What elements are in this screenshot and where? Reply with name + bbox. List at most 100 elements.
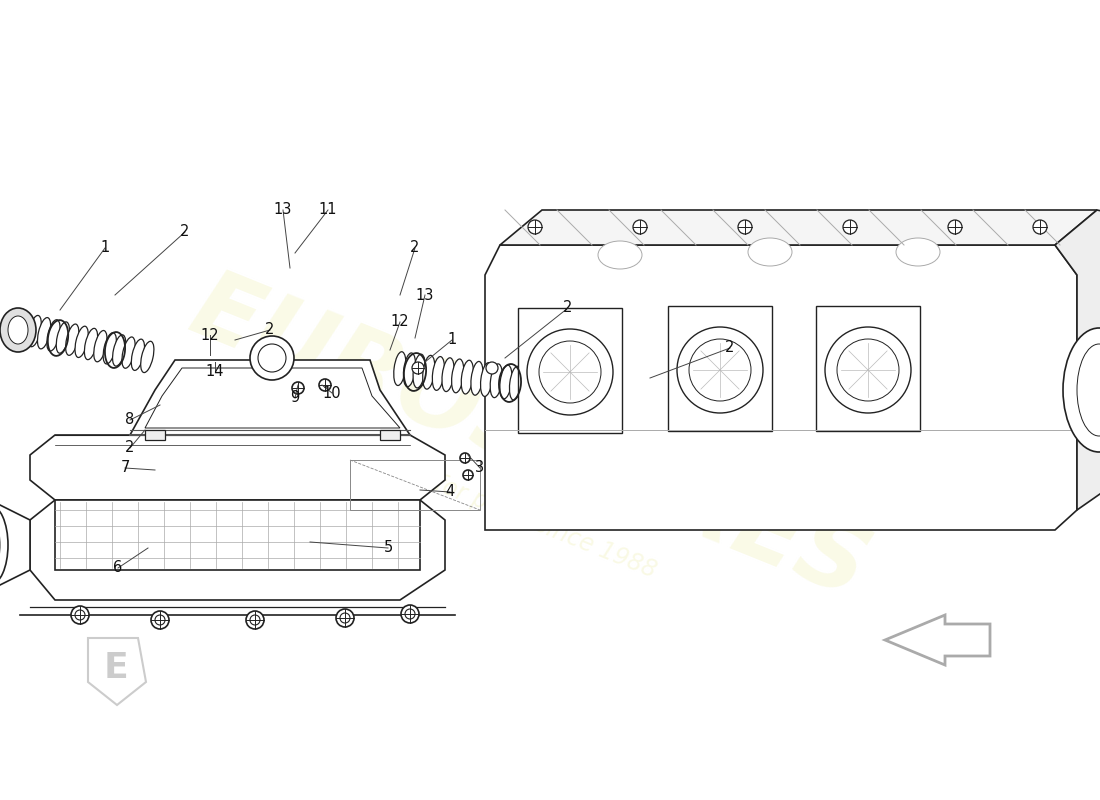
- Text: 7: 7: [120, 461, 130, 475]
- Ellipse shape: [491, 364, 503, 398]
- Text: 2: 2: [265, 322, 275, 338]
- Ellipse shape: [250, 615, 260, 625]
- Ellipse shape: [738, 220, 752, 234]
- Ellipse shape: [676, 327, 763, 413]
- Text: E: E: [103, 651, 129, 685]
- Ellipse shape: [598, 241, 642, 269]
- Ellipse shape: [151, 611, 169, 629]
- Bar: [55, 500, 420, 570]
- Ellipse shape: [471, 362, 483, 395]
- Bar: [379, 430, 400, 440]
- Ellipse shape: [404, 353, 416, 386]
- Ellipse shape: [825, 327, 911, 413]
- Text: 3: 3: [475, 461, 485, 475]
- Bar: [668, 306, 772, 431]
- Ellipse shape: [122, 337, 135, 368]
- Text: 2: 2: [125, 441, 134, 455]
- Ellipse shape: [37, 318, 51, 349]
- Ellipse shape: [486, 362, 498, 374]
- Ellipse shape: [258, 344, 286, 372]
- Bar: [816, 306, 920, 431]
- Text: 13: 13: [274, 202, 293, 218]
- Ellipse shape: [499, 365, 512, 399]
- Polygon shape: [1055, 210, 1100, 510]
- Ellipse shape: [94, 330, 107, 362]
- Ellipse shape: [47, 320, 60, 351]
- Ellipse shape: [246, 611, 264, 629]
- Text: 2: 2: [180, 225, 189, 239]
- Ellipse shape: [748, 238, 792, 266]
- Text: 2: 2: [725, 341, 735, 355]
- Ellipse shape: [432, 357, 444, 390]
- Ellipse shape: [75, 326, 88, 358]
- Polygon shape: [30, 435, 446, 500]
- Bar: [350, 460, 480, 510]
- Ellipse shape: [402, 605, 419, 623]
- Ellipse shape: [412, 362, 424, 374]
- Text: 9: 9: [290, 390, 299, 406]
- Ellipse shape: [539, 341, 601, 403]
- Ellipse shape: [394, 352, 406, 386]
- Polygon shape: [88, 638, 146, 705]
- Ellipse shape: [948, 220, 962, 234]
- Ellipse shape: [85, 328, 98, 360]
- Ellipse shape: [509, 366, 521, 400]
- Ellipse shape: [896, 238, 940, 266]
- Ellipse shape: [527, 329, 613, 415]
- Text: 8: 8: [125, 413, 134, 427]
- Ellipse shape: [72, 606, 89, 624]
- Ellipse shape: [0, 505, 8, 585]
- Ellipse shape: [103, 333, 117, 364]
- Text: 4: 4: [446, 485, 454, 499]
- Ellipse shape: [519, 367, 531, 402]
- Text: 5: 5: [384, 541, 393, 555]
- Ellipse shape: [422, 355, 435, 389]
- Ellipse shape: [131, 339, 144, 370]
- Text: 12: 12: [200, 327, 219, 342]
- Ellipse shape: [481, 362, 493, 397]
- Ellipse shape: [528, 220, 542, 234]
- Polygon shape: [500, 210, 1097, 245]
- Ellipse shape: [66, 324, 79, 355]
- Ellipse shape: [155, 615, 165, 625]
- Ellipse shape: [452, 359, 464, 393]
- Ellipse shape: [0, 308, 36, 352]
- Polygon shape: [0, 500, 30, 590]
- Text: 6: 6: [113, 561, 122, 575]
- Ellipse shape: [340, 613, 350, 623]
- Text: 2: 2: [410, 241, 420, 255]
- Text: 11: 11: [319, 202, 338, 218]
- Ellipse shape: [1033, 220, 1047, 234]
- Polygon shape: [145, 368, 400, 428]
- Text: 1: 1: [100, 241, 110, 255]
- Ellipse shape: [463, 470, 473, 480]
- Text: 14: 14: [206, 365, 224, 379]
- Ellipse shape: [319, 379, 331, 391]
- Polygon shape: [886, 615, 990, 665]
- Text: EUROSPARES: EUROSPARES: [178, 262, 882, 618]
- Polygon shape: [130, 360, 410, 435]
- Text: 2: 2: [563, 301, 573, 315]
- Ellipse shape: [632, 220, 647, 234]
- Ellipse shape: [250, 336, 294, 380]
- Ellipse shape: [141, 342, 154, 373]
- Polygon shape: [485, 245, 1077, 530]
- Ellipse shape: [29, 315, 42, 346]
- Text: 13: 13: [416, 287, 434, 302]
- Text: a passion for parts since 1988: a passion for parts since 1988: [320, 427, 660, 583]
- Bar: [518, 308, 622, 433]
- Ellipse shape: [689, 339, 751, 401]
- Ellipse shape: [442, 358, 454, 391]
- Ellipse shape: [461, 360, 473, 394]
- Ellipse shape: [837, 339, 899, 401]
- Ellipse shape: [75, 610, 85, 620]
- Text: 10: 10: [322, 386, 341, 401]
- Ellipse shape: [336, 609, 354, 627]
- Ellipse shape: [843, 220, 857, 234]
- Polygon shape: [30, 500, 446, 600]
- Ellipse shape: [412, 354, 426, 388]
- Ellipse shape: [1063, 328, 1100, 452]
- Ellipse shape: [112, 335, 125, 366]
- Ellipse shape: [8, 316, 28, 344]
- Text: 1: 1: [448, 333, 456, 347]
